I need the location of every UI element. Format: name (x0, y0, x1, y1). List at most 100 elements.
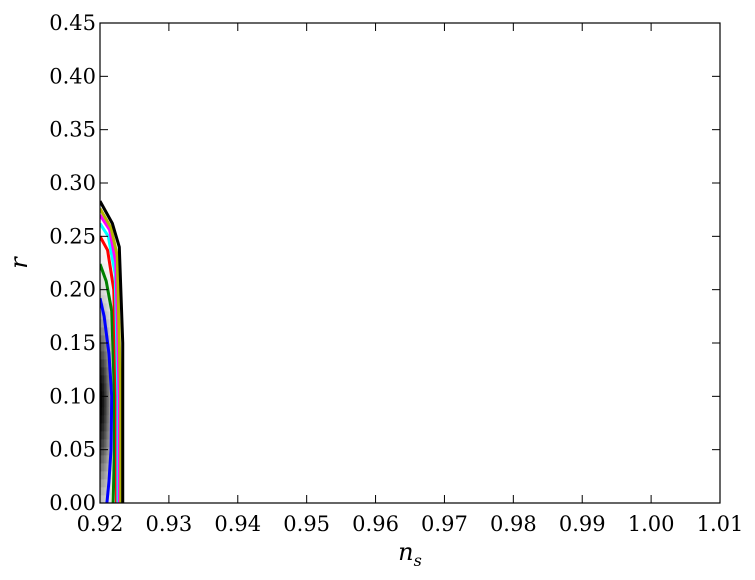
density-cell (102, 231, 105, 240)
density-cell (104, 463, 107, 472)
y-tick-label: 0.30 (49, 171, 96, 195)
density-cell (102, 319, 105, 328)
density-cell (104, 471, 107, 480)
x-tick-label: 0.98 (490, 512, 537, 536)
density-cell (106, 367, 110, 376)
density-cell (102, 471, 105, 480)
y-tick-label: 0.25 (49, 224, 96, 248)
density-cell (104, 351, 107, 360)
density-cell (108, 343, 112, 352)
density-cell (104, 343, 107, 352)
x-axis-label: ns (398, 538, 422, 570)
density-cell (102, 375, 105, 384)
density-cell (102, 383, 105, 392)
density-cell (106, 327, 110, 336)
density-cell (106, 431, 110, 440)
density-cell (108, 319, 112, 328)
density-cell (108, 495, 112, 503)
density-cell (102, 463, 105, 472)
density-cell (106, 399, 110, 408)
density-cell (104, 415, 107, 424)
density-cell (108, 335, 112, 344)
density-cell (100, 439, 103, 448)
density-cell (104, 455, 107, 464)
density-cell (110, 455, 114, 464)
contour-line (100, 200, 125, 503)
density-cell (100, 287, 103, 296)
density-cell (102, 447, 105, 456)
density-cell (110, 463, 114, 472)
y-axis-ticks: 0.00 0.05 0.10 0.15 0.20 0.25 0.30 0.35 0.40 0.45 (49, 11, 720, 515)
density-cell (106, 271, 110, 280)
density-cell (102, 255, 105, 264)
density-cell (100, 327, 103, 336)
density-cell (100, 415, 103, 424)
density-cell (106, 471, 110, 480)
density-cell (104, 239, 107, 248)
density-cell (102, 367, 105, 376)
density-cell (102, 487, 105, 496)
density-cell (102, 431, 105, 440)
density-cell (106, 391, 110, 400)
density-cell (119, 327, 123, 336)
density-cell (102, 439, 105, 448)
density-cell (100, 247, 103, 256)
density-cell (100, 319, 103, 328)
x-axis-label-main: n (398, 538, 413, 566)
density-cell (106, 447, 110, 456)
density-cell (104, 487, 107, 496)
density-cell (110, 263, 114, 272)
y-tick-label: 0.40 (49, 64, 96, 88)
density-cell (102, 263, 105, 272)
density-cell (106, 239, 110, 248)
density-cell (100, 343, 103, 352)
density-cell (100, 335, 103, 344)
density-cell (102, 247, 105, 256)
density-cell (108, 279, 112, 288)
density-cell (106, 407, 110, 416)
density-cell (102, 335, 105, 344)
contour-line (100, 207, 123, 503)
density-cell (106, 359, 110, 368)
density-cell (108, 271, 112, 280)
density-cell (106, 295, 110, 304)
density-cell (102, 279, 105, 288)
density-cell (102, 495, 105, 503)
x-tick-label: 0.92 (77, 512, 124, 536)
y-tick-label: 0.20 (49, 278, 96, 302)
plot-background (100, 23, 720, 503)
density-cell (100, 455, 103, 464)
density-cell (100, 279, 103, 288)
density-cell (104, 447, 107, 456)
y-axis-label: r (5, 256, 33, 269)
density-cell (102, 287, 105, 296)
density-cell (100, 271, 103, 280)
density-cell (104, 359, 107, 368)
x-axis-ticks: 0.92 0.93 0.94 0.95 0.96 0.97 0.98 0.99 1.00 1.01 (77, 23, 743, 536)
density-cell (104, 263, 107, 272)
x-tick-label: 0.94 (214, 512, 261, 536)
x-tick-label: 1.00 (628, 512, 675, 536)
density-cell (104, 383, 107, 392)
density-cell (100, 367, 103, 376)
density-cell (100, 479, 103, 488)
density-cell (106, 263, 110, 272)
density-cell (110, 287, 114, 296)
density-cell (108, 399, 112, 408)
y-tick-label: 0.00 (49, 491, 96, 515)
density-cell (104, 231, 107, 240)
density-cell (104, 439, 107, 448)
x-tick-label: 0.97 (421, 512, 468, 536)
density-cell (100, 359, 103, 368)
density-cell (104, 287, 107, 296)
density-cell (102, 423, 105, 432)
density-cell (100, 399, 103, 408)
density-cell (119, 335, 123, 344)
density-cell (108, 327, 112, 336)
density-cell (108, 391, 112, 400)
density-cell (100, 431, 103, 440)
density-cell (100, 495, 103, 503)
x-axis-label-subscript: s (414, 551, 422, 570)
plot-frame (99, 22, 721, 504)
x-tick-label: 0.93 (146, 512, 193, 536)
